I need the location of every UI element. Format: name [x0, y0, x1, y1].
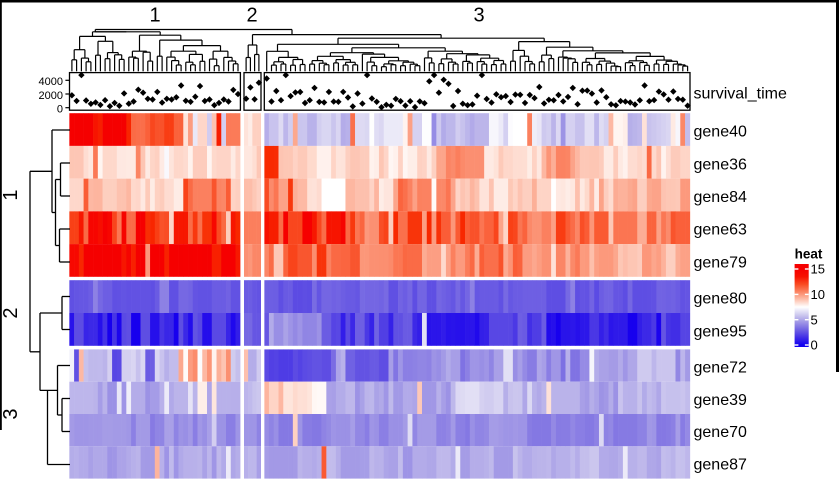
svg-text:0: 0 [811, 338, 818, 353]
svg-text:4000: 4000 [39, 76, 63, 88]
svg-text:1: 1 [149, 5, 160, 27]
svg-text:gene39: gene39 [694, 392, 747, 409]
svg-text:gene84: gene84 [694, 189, 747, 206]
svg-text:gene80: gene80 [694, 291, 747, 308]
svg-text:gene70: gene70 [694, 424, 747, 441]
svg-text:survival_time: survival_time [694, 85, 787, 102]
svg-text:15: 15 [811, 262, 825, 277]
svg-text:0: 0 [57, 104, 63, 116]
svg-text:2: 2 [246, 5, 257, 27]
svg-text:3: 3 [0, 408, 22, 419]
svg-text:gene79: gene79 [694, 254, 747, 271]
svg-text:gene95: gene95 [694, 323, 747, 340]
svg-text:2000: 2000 [39, 90, 63, 102]
svg-text:gene36: gene36 [694, 156, 747, 173]
svg-text:gene40: gene40 [694, 124, 747, 141]
svg-text:gene87: gene87 [694, 457, 747, 474]
svg-text:1: 1 [0, 189, 22, 200]
svg-text:10: 10 [811, 287, 825, 302]
svg-text:gene72: gene72 [694, 360, 747, 377]
svg-text:gene63: gene63 [694, 222, 747, 239]
svg-text:5: 5 [811, 312, 818, 327]
svg-text:2: 2 [0, 307, 22, 318]
svg-text:3: 3 [473, 5, 484, 27]
svg-text:heat: heat [795, 247, 823, 262]
